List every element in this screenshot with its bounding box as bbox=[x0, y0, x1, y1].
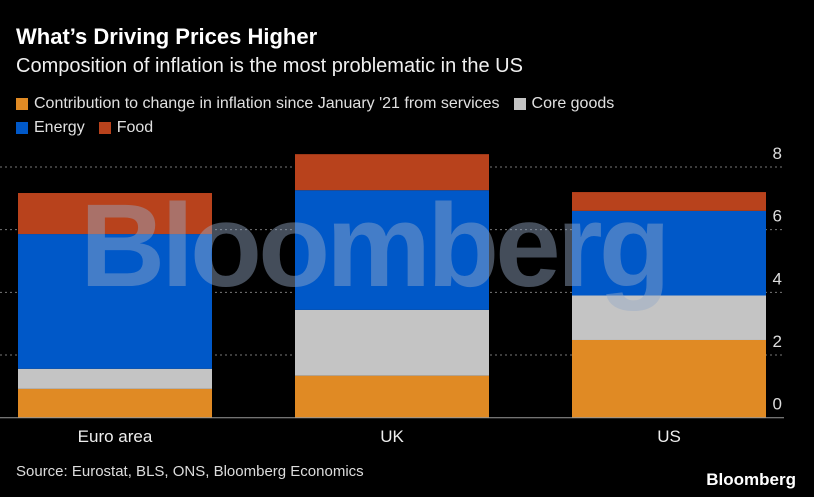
legend-item-core-goods: Core goods bbox=[513, 95, 615, 113]
legend-swatch bbox=[16, 98, 28, 110]
bar-segment bbox=[18, 388, 212, 418]
bar-segment bbox=[295, 309, 489, 376]
bar-segment bbox=[572, 295, 766, 340]
y-tick-label: 6 bbox=[773, 207, 782, 226]
y-tick-label: 0 bbox=[773, 395, 782, 414]
bar-segment bbox=[572, 339, 766, 418]
bloomberg-logo: Bloomberg bbox=[706, 470, 796, 489]
legend-label: Core goods bbox=[531, 95, 615, 112]
legend-swatch bbox=[98, 122, 111, 134]
bar-segment bbox=[572, 210, 766, 296]
x-tick-label: US bbox=[657, 427, 681, 446]
bar-segment bbox=[18, 193, 212, 235]
y-tick-label: 8 bbox=[773, 144, 782, 163]
legend-label: Food bbox=[116, 119, 154, 136]
bar-segment bbox=[18, 368, 212, 389]
source-note: Source: Eurostat, BLS, ONS, Bloomberg Ec… bbox=[16, 463, 364, 480]
legend-item-energy: Energy bbox=[16, 119, 85, 137]
legend-label: Energy bbox=[34, 119, 85, 136]
legend-swatch bbox=[513, 98, 526, 110]
x-tick-label: Euro area bbox=[78, 427, 153, 446]
bar-segment bbox=[572, 192, 766, 211]
x-tick-label: UK bbox=[380, 427, 404, 446]
chart-subtitle: Composition of inflation is the most pro… bbox=[16, 55, 523, 77]
chart-title: What’s Driving Prices Higher bbox=[16, 24, 318, 49]
legend-swatch bbox=[16, 122, 28, 134]
legend-row-2: Energy Food bbox=[16, 119, 153, 137]
bar-segment bbox=[295, 190, 489, 310]
legend-item-services: Contribution to change in inflation sinc… bbox=[16, 95, 500, 113]
legend-label: Contribution to change in inflation sinc… bbox=[34, 95, 500, 112]
bar-segment bbox=[295, 375, 489, 418]
legend-row-1: Contribution to change in inflation sinc… bbox=[16, 95, 614, 113]
bar-segment bbox=[18, 234, 212, 369]
y-tick-label: 2 bbox=[773, 332, 782, 351]
legend-item-food: Food bbox=[98, 119, 154, 137]
bar-segment bbox=[295, 154, 489, 191]
y-tick-label: 4 bbox=[773, 269, 782, 288]
